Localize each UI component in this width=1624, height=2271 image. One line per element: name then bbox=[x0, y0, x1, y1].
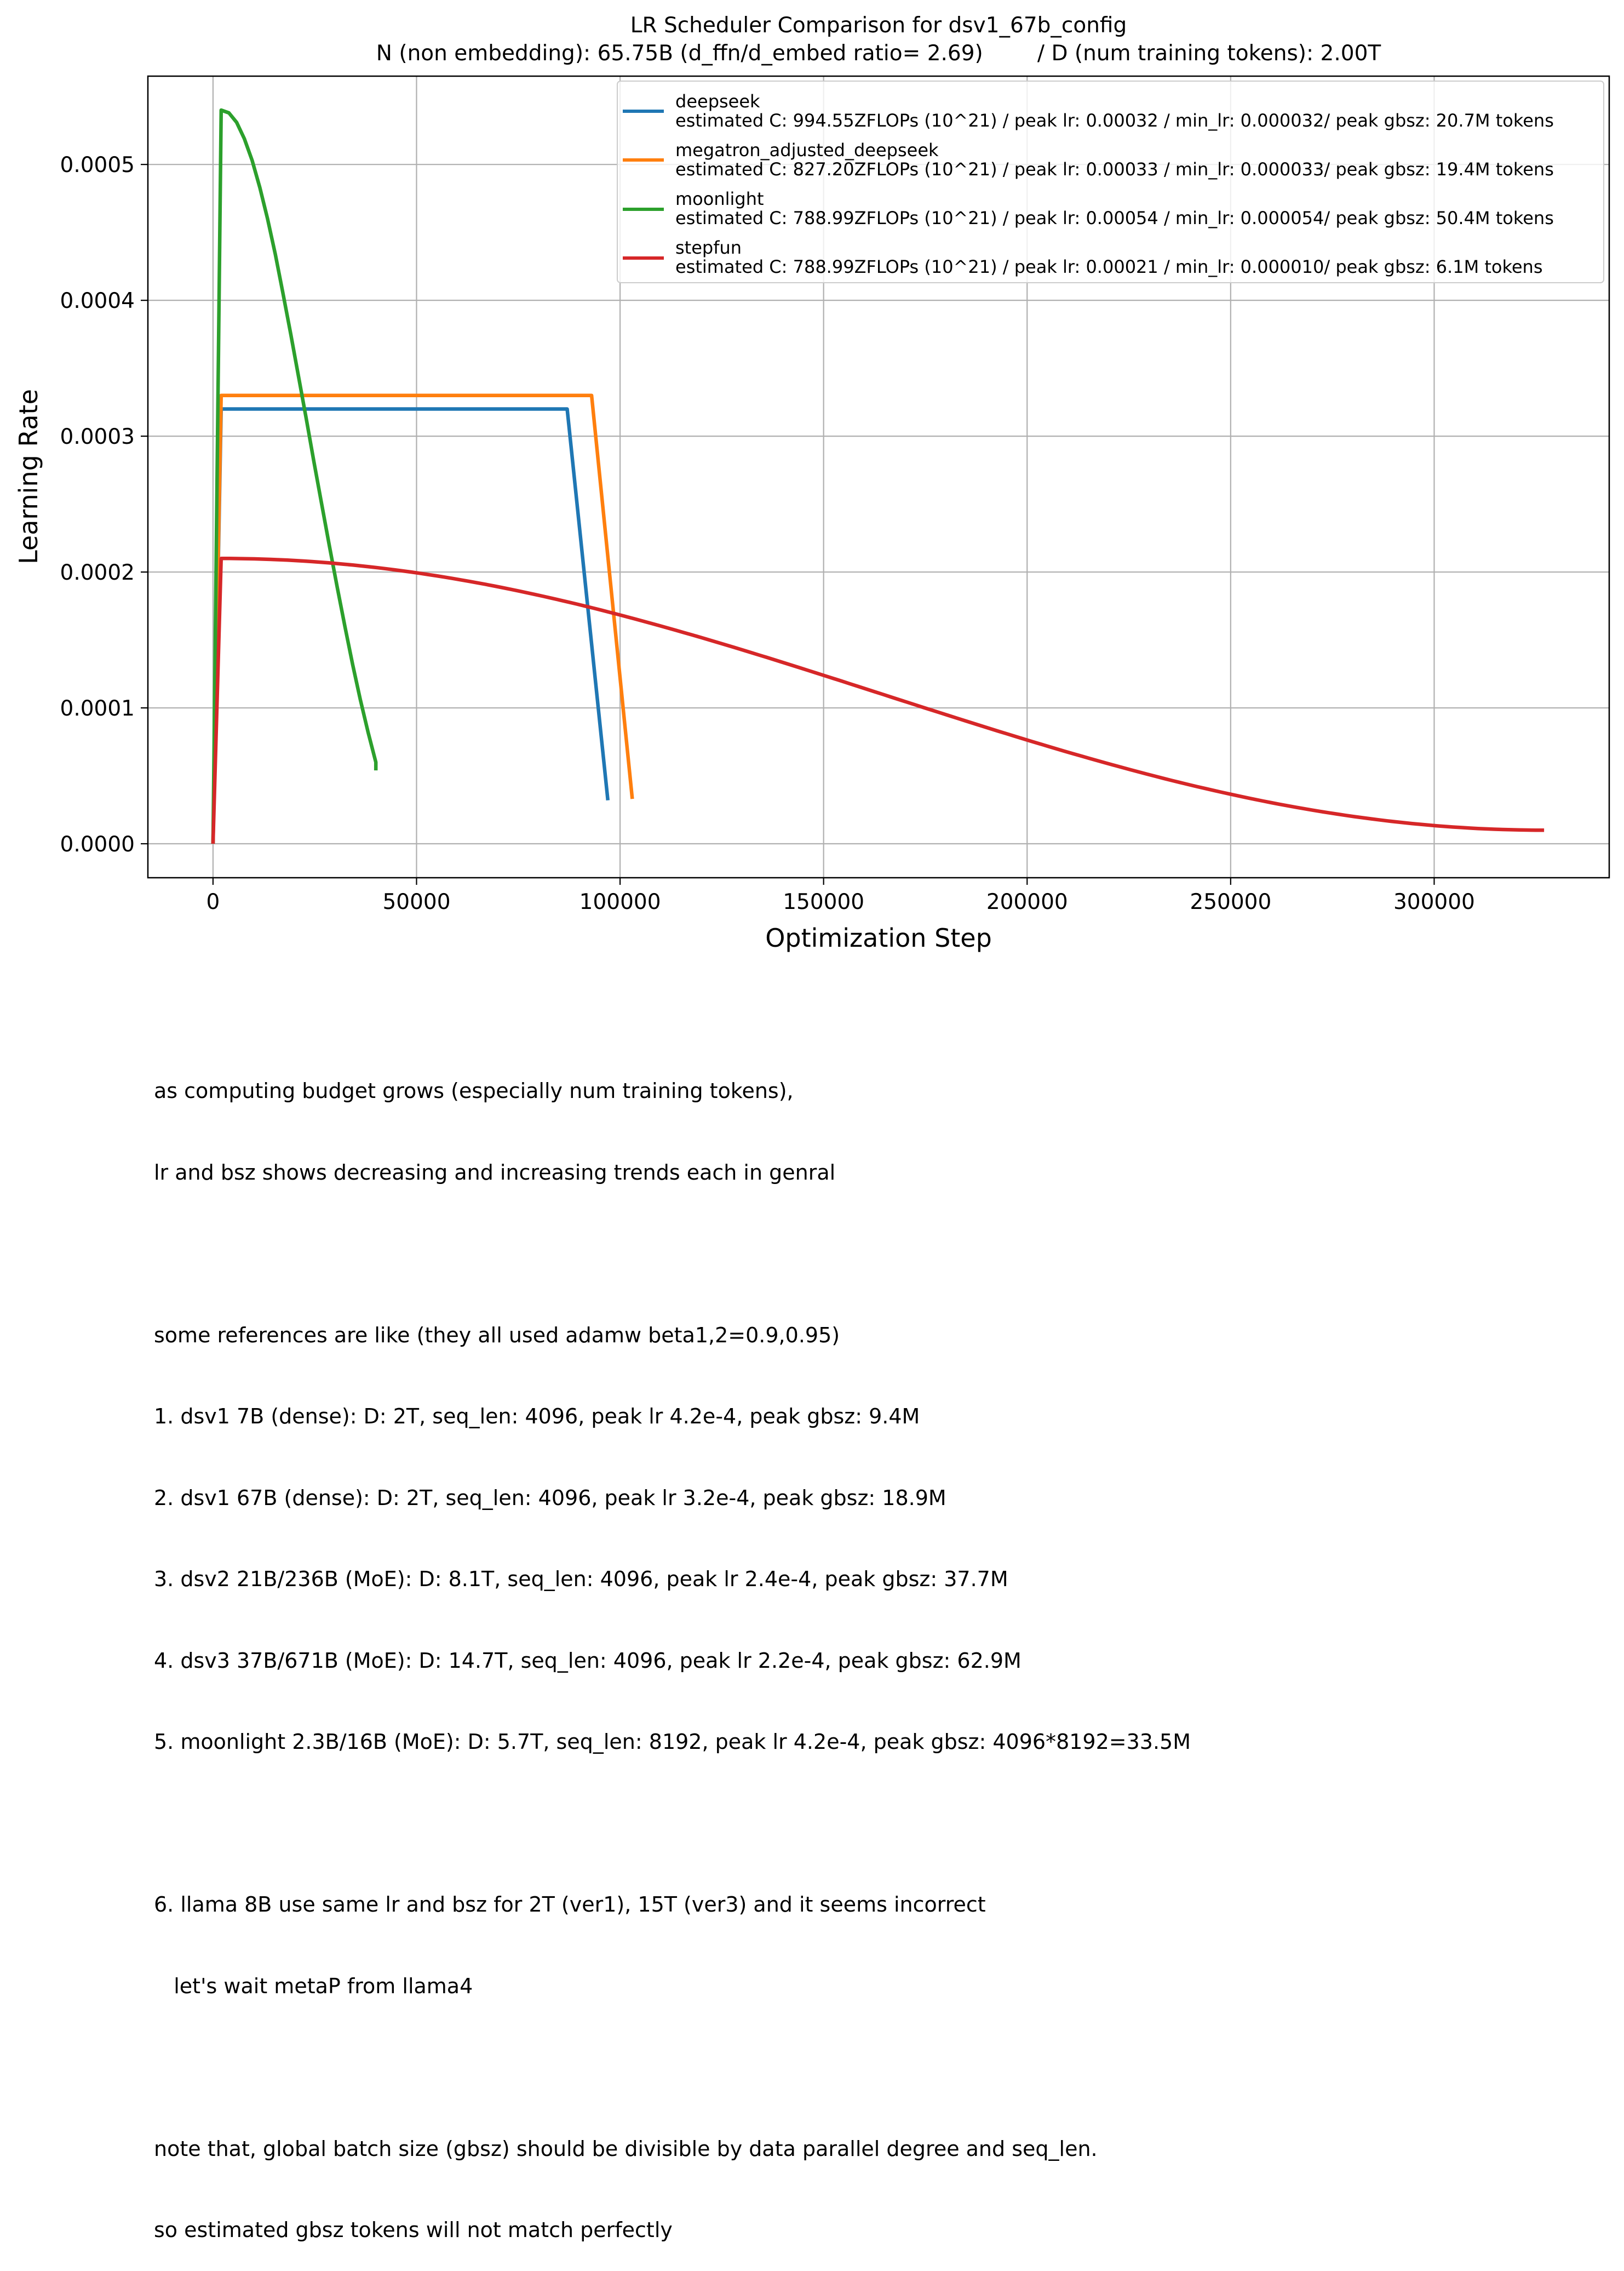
series-line-deepseek bbox=[211, 407, 610, 844]
legend-series-name: deepseek bbox=[675, 91, 760, 112]
y-tick-label: 0.0000 bbox=[60, 832, 135, 857]
note-line bbox=[154, 1240, 1191, 1268]
note-line: 3. dsv2 21B/236B (MoE): D: 8.1T, seq_len… bbox=[154, 1567, 1008, 1591]
axis-ticks: 0 50000 100000 150000 200000 250000 300000 0.00… bbox=[60, 153, 1475, 914]
note-line: so estimated gbsz tokens will not match … bbox=[154, 2218, 673, 2242]
note-line bbox=[154, 1810, 1191, 1838]
legend-series-label: estimated C: 788.99ZFLOPs (10^21) / peak… bbox=[675, 208, 1554, 228]
legend-series-label: estimated C: 788.99ZFLOPs (10^21) / peak… bbox=[675, 256, 1543, 277]
legend-series-name: megatron_adjusted_deepseek bbox=[675, 140, 939, 161]
series-line-moonlight bbox=[211, 108, 378, 844]
x-tick-label: 200000 bbox=[986, 890, 1068, 914]
note-line: some references are like (they all used … bbox=[154, 1323, 840, 1347]
note-line: 2. dsv1 67B (dense): D: 2T, seq_len: 409… bbox=[154, 1485, 946, 1510]
chart-subtitle: N (non embedding): 65.75B (d_ffn/d_embed… bbox=[376, 41, 1381, 66]
note-line: as computing budget grows (especially nu… bbox=[154, 1079, 794, 1103]
x-axis-label: Optimization Step bbox=[765, 923, 992, 953]
legend-entry-stepfun: stepfun estimated C: 788.99ZFLOPs (10^21… bbox=[623, 237, 1543, 277]
legend-series-label: estimated C: 994.55ZFLOPs (10^21) / peak… bbox=[675, 110, 1554, 131]
series-line-megatron-adjusted-deepseek bbox=[211, 393, 634, 844]
note-line bbox=[154, 2054, 1191, 2081]
lr-scheduler-chart: LR Scheduler Comparison for dsv1_67b_con… bbox=[14, 13, 1610, 953]
legend-entry-deepseek: deepseek estimated C: 994.55ZFLOPs (10^2… bbox=[623, 91, 1554, 131]
note-line: let's wait metaP from llama4 bbox=[154, 1973, 473, 1998]
y-axis-label: Learning Rate bbox=[14, 389, 43, 564]
legend-entry-megatron-adjusted-deepseek: megatron_adjusted_deepseek estimated C: … bbox=[623, 140, 1554, 180]
note-line: lr and bsz shows decreasing and increasi… bbox=[154, 1160, 836, 1185]
note-line: 4. dsv3 37B/671B (MoE): D: 14.7T, seq_le… bbox=[154, 1648, 1022, 1673]
x-tick-label: 50000 bbox=[382, 890, 450, 914]
legend-box bbox=[617, 81, 1604, 283]
y-tick-label: 0.0005 bbox=[60, 153, 135, 178]
series-lines bbox=[211, 108, 1545, 844]
y-tick-label: 0.0004 bbox=[60, 289, 135, 313]
plot-frame bbox=[147, 75, 1610, 879]
y-tick-label: 0.0003 bbox=[60, 425, 135, 449]
x-tick-label: 150000 bbox=[783, 890, 864, 914]
note-line: 1. dsv1 7B (dense): D: 2T, seq_len: 4096… bbox=[154, 1404, 920, 1428]
y-tick-label: 0.0002 bbox=[60, 560, 135, 585]
legend-series-name: stepfun bbox=[675, 237, 742, 258]
legend-series-name: moonlight bbox=[675, 188, 764, 209]
legend: deepseek estimated C: 994.55ZFLOPs (10^2… bbox=[617, 81, 1604, 283]
note-line: note that, global batch size (gbsz) shou… bbox=[154, 2136, 1098, 2161]
x-tick-label: 300000 bbox=[1393, 890, 1475, 914]
chart-title: LR Scheduler Comparison for dsv1_67b_con… bbox=[630, 13, 1127, 38]
x-tick-label: 0 bbox=[206, 890, 220, 914]
x-tick-label: 100000 bbox=[579, 890, 661, 914]
note-line: 6. llama 8B use same lr and bsz for 2T (… bbox=[154, 1892, 986, 1917]
x-tick-label: 250000 bbox=[1190, 890, 1271, 914]
legend-series-label: estimated C: 827.20ZFLOPs (10^21) / peak… bbox=[675, 159, 1554, 180]
notes-text: as computing budget grows (especially nu… bbox=[154, 1023, 1191, 2271]
y-tick-label: 0.0001 bbox=[60, 696, 135, 721]
series-line-stepfun bbox=[211, 557, 1545, 844]
note-line: 5. moonlight 2.3B/16B (MoE): D: 5.7T, se… bbox=[154, 1730, 1191, 1754]
legend-entry-moonlight: moonlight estimated C: 788.99ZFLOPs (10^… bbox=[623, 188, 1554, 228]
